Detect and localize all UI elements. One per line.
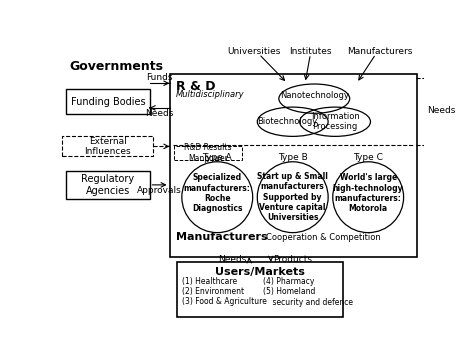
Text: (1) Healthcare: (1) Healthcare [182, 277, 237, 286]
Text: Manufacturers: Manufacturers [347, 47, 413, 56]
Text: Governments: Governments [69, 60, 163, 73]
Text: Users/Markets: Users/Markets [215, 266, 305, 276]
Text: Type C: Type C [353, 153, 383, 162]
FancyBboxPatch shape [67, 89, 150, 114]
Text: (4) Pharmacy: (4) Pharmacy [263, 277, 314, 286]
Text: Needs: Needs [145, 109, 174, 118]
Text: (2) Environment: (2) Environment [182, 287, 244, 296]
Text: Manufacturers: Manufacturers [176, 232, 267, 242]
Text: World's large
high-technology
manufacturers:
Motorola: World's large high-technology manufactur… [333, 173, 404, 213]
FancyBboxPatch shape [177, 262, 343, 317]
Text: Information
Processing: Information Processing [311, 112, 360, 131]
FancyBboxPatch shape [169, 74, 417, 257]
Text: Nanotechnology: Nanotechnology [280, 91, 349, 100]
Text: Needs: Needs [428, 106, 456, 115]
Text: Needs: Needs [219, 255, 247, 264]
Text: Cooperation & Competition: Cooperation & Competition [266, 233, 380, 242]
Text: Specialized
manufacturers:
Roche
Diagnostics: Specialized manufacturers: Roche Diagnos… [184, 173, 251, 213]
Text: Funding Bodies: Funding Bodies [71, 97, 145, 107]
Text: Approvals: Approvals [137, 186, 182, 195]
Text: Biotechnology: Biotechnology [257, 117, 318, 126]
Text: Type B: Type B [278, 153, 308, 162]
FancyBboxPatch shape [67, 171, 150, 199]
Text: Multidisciplinary: Multidisciplinary [176, 90, 244, 99]
Text: Products: Products [273, 255, 312, 264]
Text: (5) Homeland
    security and defence: (5) Homeland security and defence [263, 287, 353, 307]
Text: Start up & Small
manufacturers
Supported by
Venture capital
Universities: Start up & Small manufacturers Supported… [257, 172, 328, 222]
Text: Universities: Universities [228, 47, 281, 56]
Text: R & D: R & D [176, 80, 215, 93]
Text: (3) Food & Agriculture: (3) Food & Agriculture [182, 297, 267, 306]
FancyBboxPatch shape [174, 145, 242, 160]
Text: External
Influences: External Influences [84, 137, 131, 156]
Text: Type A: Type A [202, 153, 232, 162]
Text: R&D Results
Manpower: R&D Results Manpower [184, 143, 232, 163]
Text: Regulatory
Agencies: Regulatory Agencies [81, 174, 135, 196]
FancyBboxPatch shape [62, 136, 153, 156]
Text: Institutes: Institutes [289, 47, 332, 56]
Text: Funds: Funds [146, 73, 173, 82]
